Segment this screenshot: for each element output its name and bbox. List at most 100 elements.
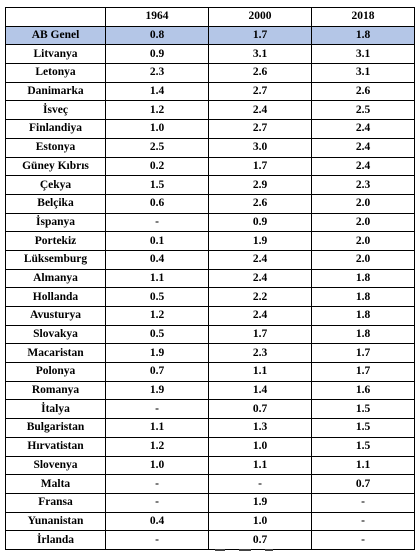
value-cell-1964: 2.5: [105, 137, 209, 158]
table-row: Slovenya 1.0 1.1 1.1: [5, 455, 415, 476]
value-cell-1964: 1.1: [105, 268, 209, 289]
value-cell-2000: 0.7: [208, 530, 312, 550]
country-cell: Bulgaristan: [5, 418, 106, 438]
value-cell-2018: 1.6: [311, 380, 415, 401]
value-cell-1964: -: [105, 399, 209, 420]
value-cell-2000: 2.6: [208, 63, 312, 83]
header-cell-1964: 1964: [105, 7, 209, 27]
value-cell-2000: 3.0: [208, 137, 312, 158]
table-row: Lüksemburg 0.4 2.4 2.0: [5, 249, 415, 270]
value-cell-2018: 1.8: [311, 324, 415, 345]
country-cell: İsveç: [5, 100, 106, 121]
value-cell-2000: 1.0: [208, 436, 312, 457]
value-cell-1964: 1.9: [105, 380, 209, 401]
table-row: Avusturya 1.2 2.4 1.8: [5, 306, 415, 326]
value-cell-1964: 1.4: [105, 81, 209, 102]
value-cell-2018: 2.5: [311, 100, 415, 121]
value-cell-2000: 0.9: [208, 212, 312, 233]
table-row: İtalya -0.7 1.5: [5, 399, 415, 420]
value-cell-2018: 2.0: [311, 212, 415, 233]
value-cell-1964: -: [105, 212, 209, 233]
country-cell: Lüksemburg: [5, 249, 106, 270]
value-cell-2000: -: [208, 474, 312, 494]
value-cell-2018: 1.8: [311, 268, 415, 289]
value-cell-1964: -: [105, 530, 209, 550]
country-cell: Belçika: [5, 193, 106, 214]
value-cell-2000: 1.0: [208, 511, 312, 532]
value-cell-1964: 0.1: [105, 231, 209, 251]
country-cell: İrlanda: [5, 530, 106, 550]
value-cell-2018: 1.5: [311, 399, 415, 420]
value-cell-1964: 0.6: [105, 193, 209, 214]
value-cell-2018: 2.0: [311, 231, 415, 251]
value-cell-2000: 1.7: [208, 156, 312, 177]
country-cell: Malta: [5, 474, 106, 494]
value-cell-2018: 1.1: [311, 455, 415, 476]
cropped-text-fragment: [215, 549, 305, 555]
table-row: Malta - -0.7: [5, 474, 415, 494]
country-cell: Fransa: [5, 492, 106, 513]
value-cell-1964: 0.7: [105, 362, 209, 382]
value-cell-1964: 1.2: [105, 436, 209, 457]
header-cell-2018: 2018: [311, 7, 415, 27]
value-cell-2018: 2.0: [311, 193, 415, 214]
value-cell-2018: -: [311, 492, 415, 513]
value-cell-2000: 2.4: [208, 268, 312, 289]
country-cell: Hırvatistan: [5, 436, 106, 457]
country-cell: Portekiz: [5, 231, 106, 251]
value-cell-2000: 1.1: [208, 362, 312, 382]
data-table: 1964 2000 2018 AB Genel 0.8 1.7 1.8 Litvanya…: [5, 7, 415, 550]
country-cell: İspanya: [5, 212, 106, 233]
country-cell: Polonya: [5, 362, 106, 382]
value-cell-2000: 2.7: [208, 81, 312, 102]
country-cell: Macaristan: [5, 343, 106, 364]
value-cell-1964: 0.4: [105, 249, 209, 270]
value-cell-2000: 2.6: [208, 193, 312, 214]
table-row: Romanya 1.9 1.4 1.6: [5, 380, 415, 401]
country-cell: Almanya: [5, 268, 106, 289]
value-cell-2018: 2.4: [311, 137, 415, 158]
value-cell-2018: 2.4: [311, 119, 415, 139]
value-cell-1964: 1.2: [105, 100, 209, 121]
country-cell: Slovakya: [5, 324, 106, 345]
country-cell: Yunanistan: [5, 511, 106, 532]
value-cell-1964: -: [105, 474, 209, 494]
table-row: Finlandiya 1.0 2.7 2.4: [5, 119, 415, 139]
table-row: Estonya 2.5 3.0 2.4: [5, 137, 415, 158]
value-cell-2018: 1.8: [311, 287, 415, 307]
header-cell-country: [5, 7, 106, 27]
table-row: İsveç 1.2 2.4 2.5: [5, 100, 415, 121]
value-cell-2018: 3.1: [311, 44, 415, 65]
table-row: Letonya 2.3 2.6 3.1: [5, 63, 415, 83]
value-cell-1964: 0.4: [105, 511, 209, 532]
value-cell-1964: 0.9: [105, 44, 209, 65]
table-body: AB Genel 0.8 1.7 1.8 Litvanya 0.9 3.1 3.1 Letony…: [5, 25, 415, 550]
country-cell: Letonya: [5, 63, 106, 83]
value-cell-2000: 1.9: [208, 231, 312, 251]
value-cell-2000: 2.9: [208, 175, 312, 195]
table-row: Fransa -1.9-: [5, 492, 415, 513]
value-cell-2000: 1.3: [208, 418, 312, 438]
value-cell-1964: 1.0: [105, 455, 209, 476]
table-row: Bulgaristan 1.1 1.3 1.5: [5, 418, 415, 438]
value-cell-2018: 2.6: [311, 81, 415, 102]
country-cell: Danimarka: [5, 81, 106, 102]
country-cell: Çekya: [5, 175, 106, 195]
country-cell: Estonya: [5, 137, 106, 158]
value-cell-1964: 0.5: [105, 287, 209, 307]
header-row: 1964 2000 2018: [5, 7, 415, 27]
value-cell-2018: 1.7: [311, 343, 415, 364]
value-cell-2000: 2.4: [208, 306, 312, 326]
value-cell-1964: 2.3: [105, 63, 209, 83]
table-row: Polonya 0.7 1.1 1.7: [5, 362, 415, 382]
value-cell-2018: 1.8: [311, 25, 415, 46]
value-cell-2018: 1.8: [311, 306, 415, 326]
value-cell-2000: 2.3: [208, 343, 312, 364]
value-cell-2018: 2.0: [311, 249, 415, 270]
country-cell: Hollanda: [5, 287, 106, 307]
table-row: Portekiz 0.1 1.9 2.0: [5, 231, 415, 251]
country-cell: Litvanya: [5, 44, 106, 65]
value-cell-2000: 1.9: [208, 492, 312, 513]
value-cell-2018: -: [311, 511, 415, 532]
value-cell-1964: 1.9: [105, 343, 209, 364]
